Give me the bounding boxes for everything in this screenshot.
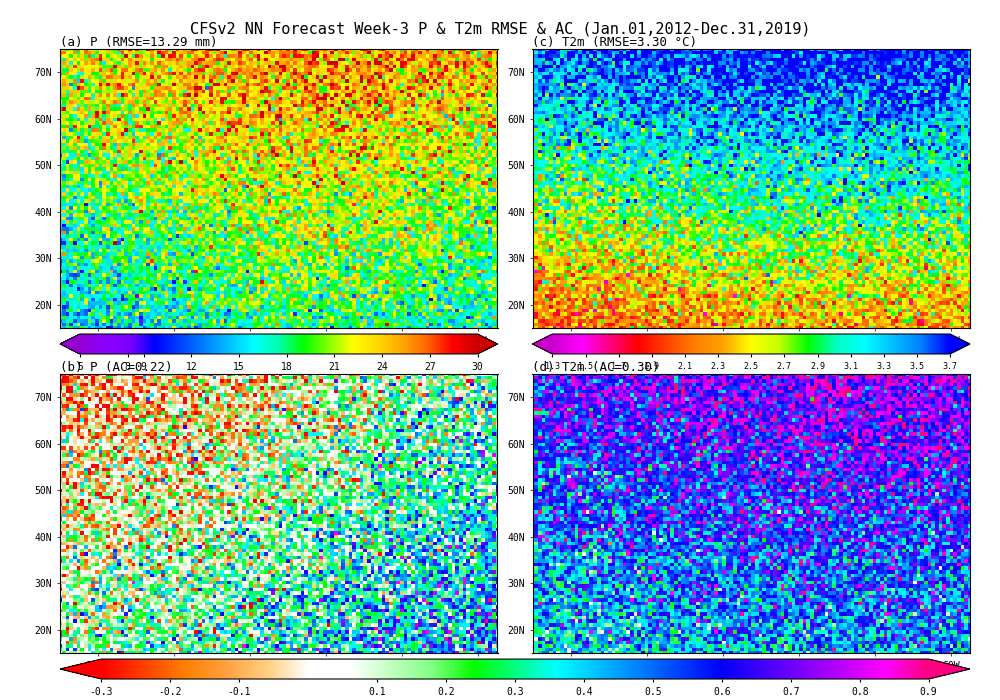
Text: (a) P (RMSE=13.29 mm): (a) P (RMSE=13.29 mm) (60, 36, 218, 49)
PathPatch shape (60, 334, 80, 354)
PathPatch shape (478, 334, 497, 354)
PathPatch shape (929, 659, 970, 679)
Text: (d) T2m (AC=0.30): (d) T2m (AC=0.30) (532, 361, 660, 374)
PathPatch shape (532, 334, 552, 354)
PathPatch shape (60, 659, 101, 679)
Text: (b) P (AC=0.22): (b) P (AC=0.22) (60, 361, 173, 374)
Text: CFSv2 NN Forecast Week-3 P & T2m RMSE & AC (Jan.01,2012-Dec.31,2019): CFSv2 NN Forecast Week-3 P & T2m RMSE & … (190, 21, 810, 36)
PathPatch shape (950, 334, 970, 354)
Text: (c) T2m (RMSE=3.30 °C): (c) T2m (RMSE=3.30 °C) (532, 36, 698, 49)
